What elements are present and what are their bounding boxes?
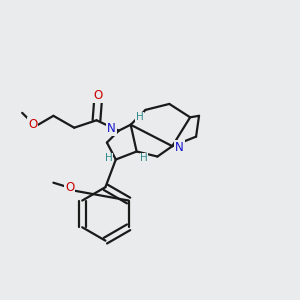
Text: O: O	[65, 181, 74, 194]
Text: H: H	[140, 153, 148, 163]
Text: O: O	[93, 89, 103, 102]
Text: H: H	[104, 153, 112, 163]
Text: N: N	[107, 122, 116, 135]
Text: O: O	[28, 118, 37, 131]
Text: N: N	[175, 141, 184, 154]
Text: H: H	[136, 112, 143, 122]
